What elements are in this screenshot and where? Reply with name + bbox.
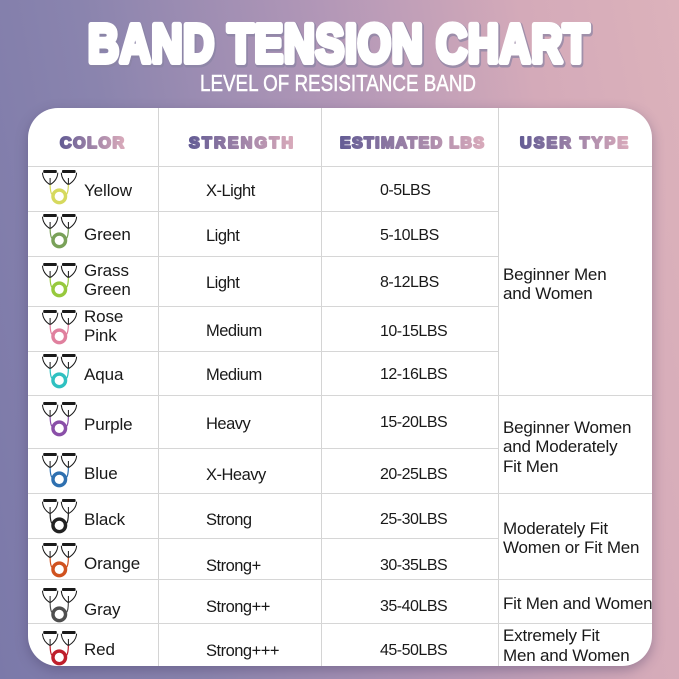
svg-text:BAND TENSION CHART: BAND TENSION CHART: [88, 14, 590, 74]
svg-text:USER TYPE: USER TYPE: [520, 135, 628, 152]
svg-text:STRENGTH: STRENGTH: [189, 135, 293, 152]
svg-text:COLOR: COLOR: [60, 135, 124, 152]
svg-text:ESTIMATED LBS: ESTIMATED LBS: [340, 135, 484, 152]
svg-text:LEVEL OF RESISITANCE BAND: LEVEL OF RESISITANCE BAND: [200, 70, 476, 96]
svg-text:BAND TENSION CHART: BAND TENSION CHART: [89, 16, 591, 76]
